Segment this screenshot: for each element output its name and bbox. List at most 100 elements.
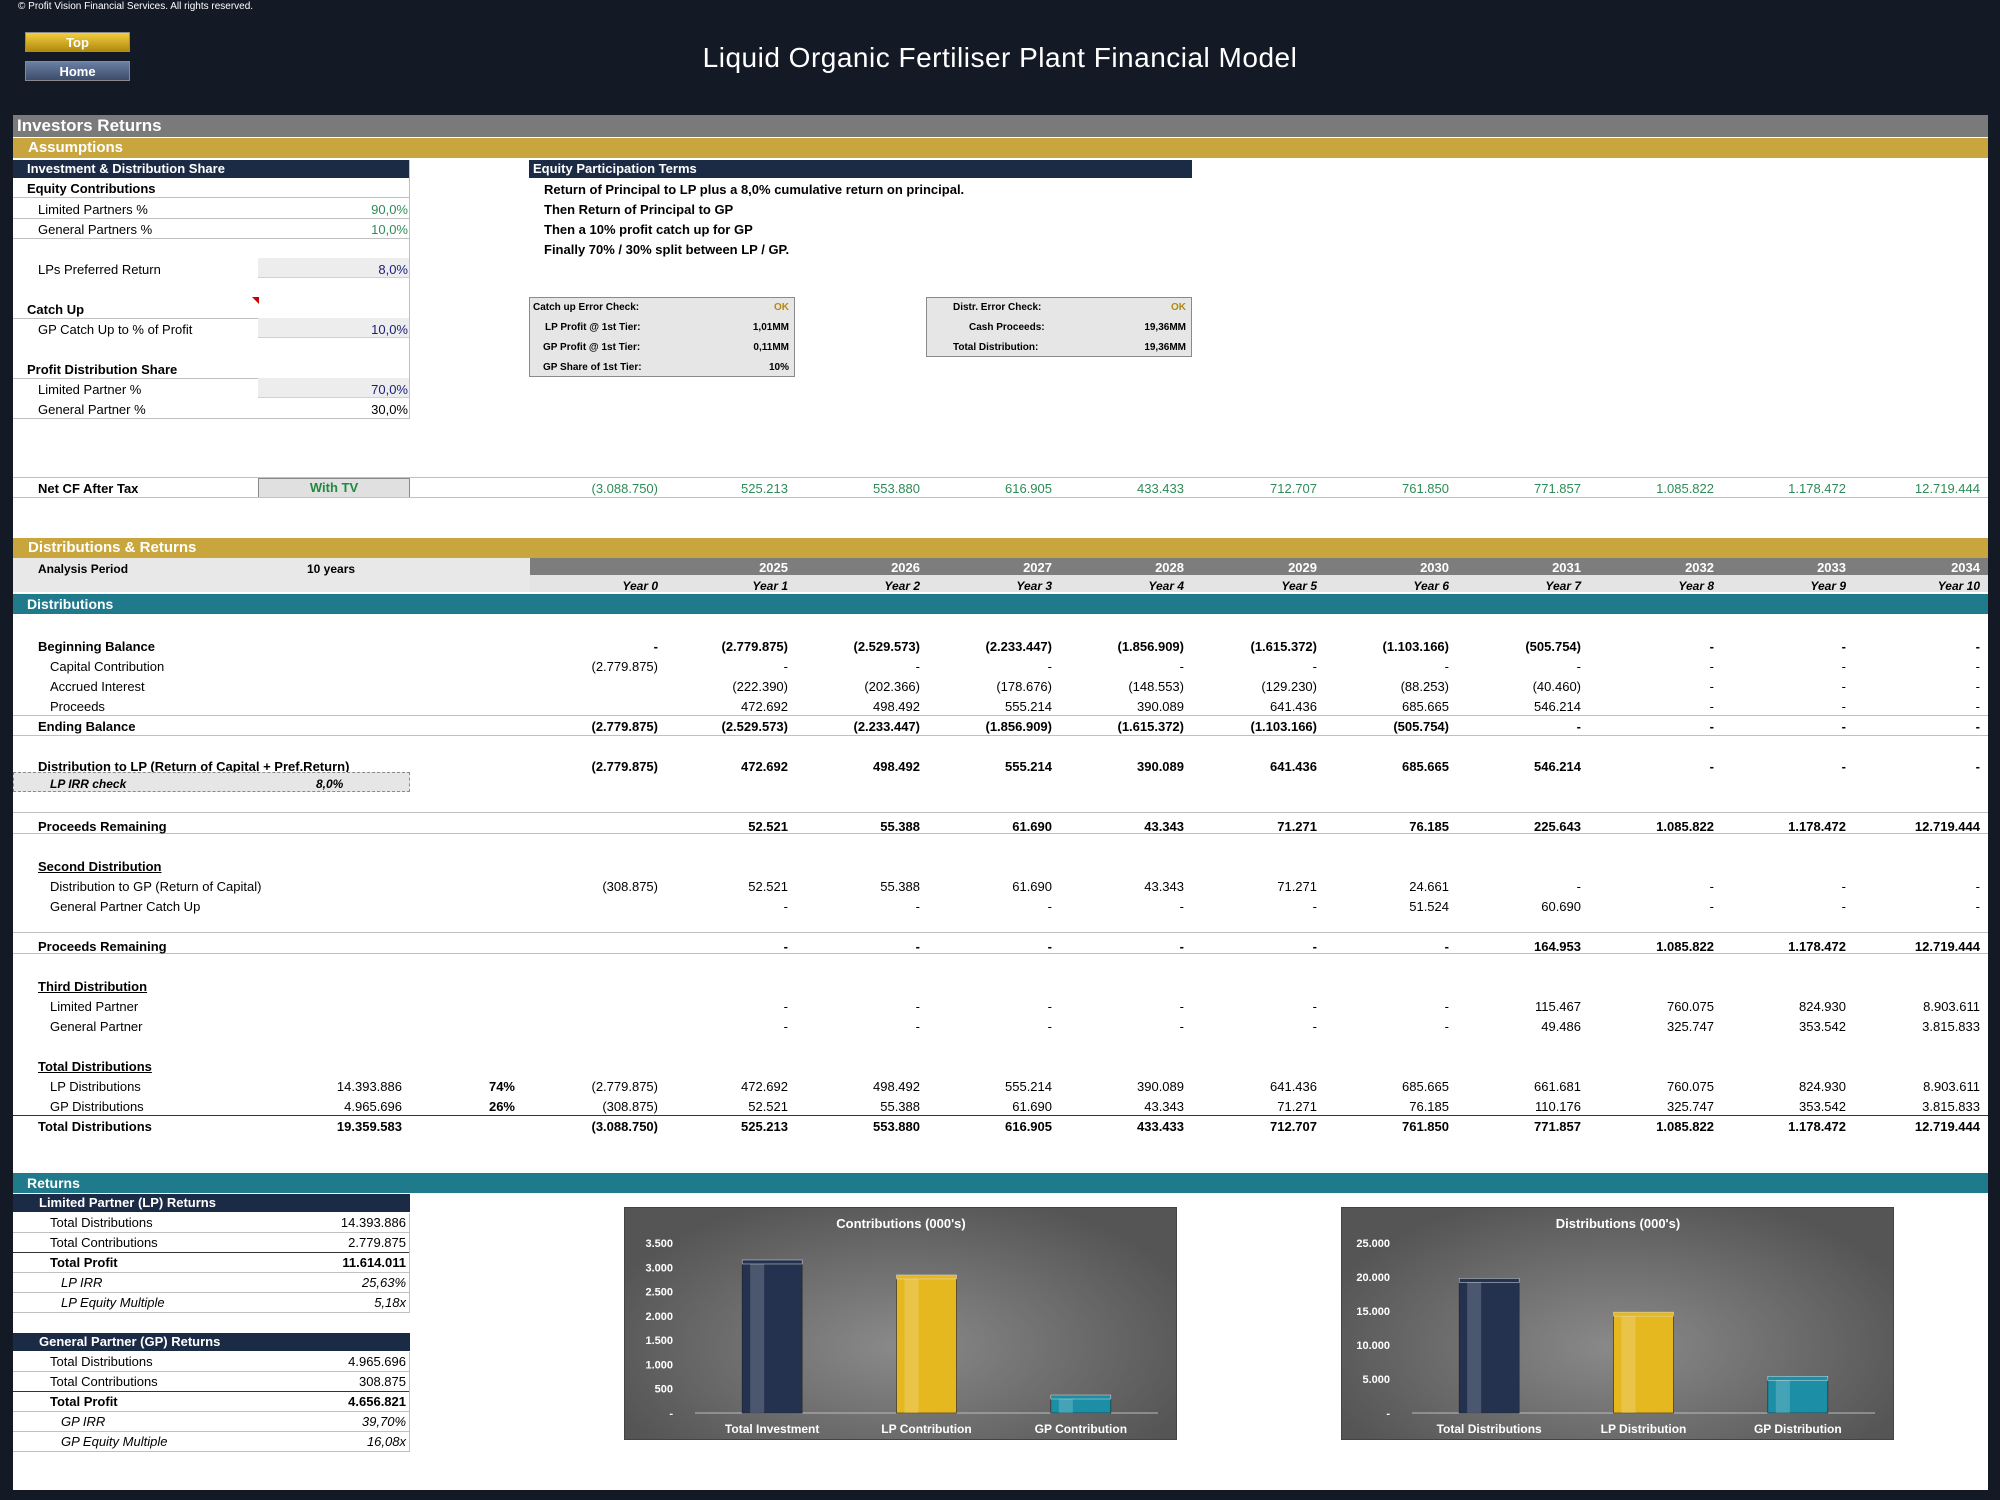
comment-marker-icon [252,297,259,304]
table-cell: (3.088.750) [591,1119,659,1134]
table-cell: 76.185 [1409,819,1449,834]
year-cell: 2032 [1685,560,1714,575]
check-label: Cash Proceeds: [969,322,1045,333]
check-label: Distr. Error Check: [953,302,1042,313]
table-cell: 546.214 [1534,759,1581,774]
lp-pct-value[interactable]: 90,0% [371,202,408,217]
chart-bar-top [896,1274,957,1280]
y-tick-label: 10.000 [1356,1340,1390,1352]
table-cell: (2.233.447) [853,719,921,734]
lp-share-value: 70,0% [371,382,408,397]
chart-bar-top [1767,1375,1829,1381]
terms-header: Equity Participation Terms [529,160,1192,178]
y-tick-label: 2.000 [645,1311,673,1323]
table-cell: - [1709,679,1714,694]
table-cell: 641.436 [1270,1079,1317,1094]
table-cell: 55.388 [880,879,920,894]
table-cell: - [1179,659,1184,674]
check-label: Catch up Error Check: [533,302,640,313]
table-cell: 12.719.444 [1914,939,1980,954]
table-cell: - [1576,719,1581,734]
home-button[interactable]: Home [25,61,130,81]
table-cell: - [1841,719,1846,734]
table-cell: 472.692 [741,1079,788,1094]
y-tick-label: 15.000 [1356,1306,1390,1318]
year-label-cell: Year 6 [1413,579,1449,593]
lp-irr-check-value: 8,0% [316,777,344,791]
table-cell: 433.433 [1137,1119,1184,1134]
y-tick-label: 3.500 [645,1238,673,1250]
table-cell: 49.486 [1541,1019,1581,1034]
row-label: Distribution to LP (Return of Capital + … [38,759,350,774]
divider [13,378,410,379]
returns-value: 308.875 [359,1374,406,1389]
distributions-header: Distributions [13,594,1988,614]
row-label: General Partner Catch Up [50,899,201,914]
table-cell: 685.665 [1402,759,1449,774]
row-total: 19.359.583 [336,1119,402,1134]
table-cell: - [653,639,658,654]
divider [13,218,410,219]
table-cell: - [783,899,788,914]
table-cell: - [1576,879,1581,894]
table-cell: 43.343 [1144,879,1184,894]
chart-title: Contributions (000's) [836,1216,966,1231]
returns-value: 16,08x [366,1434,406,1449]
table-cell: 12.719.444 [1914,1119,1980,1134]
returns-label: Total Profit [50,1255,118,1270]
year-label-cell: Year 10 [1937,579,1980,593]
table-cell: 115.467 [1534,999,1581,1014]
table-cell: 52.521 [748,879,788,894]
table-cell: 498.492 [873,699,920,714]
chart-bar-top [1050,1394,1112,1400]
table-cell: - [1975,699,1980,714]
gp-pct-value[interactable]: 10,0% [371,222,408,237]
table-cell: (222.390) [732,679,788,694]
subsection-label: Third Distribution [38,979,148,994]
tv-option-dropdown[interactable]: With TV [258,478,410,498]
table-cell: 52.521 [748,819,788,834]
year-label-cell: Year 3 [1016,579,1052,593]
gp-share-label: General Partner % [38,402,146,417]
years-row: 2025 2026 2027 2028 2029 2030 2031 2032 2033 2034 [0,560,2000,576]
net-cf-cell: 525.213 [741,481,788,496]
chart-bar-top [1613,1311,1674,1317]
section-title: Investors Returns [13,115,1988,137]
table-cell: - [1444,659,1449,674]
pref-return-input[interactable] [258,258,410,278]
lp-share-input[interactable] [258,378,410,398]
table-cell: - [783,1019,788,1034]
net-cf-cell: 1.178.472 [1788,481,1846,496]
chart-bar-highlight [1775,1379,1790,1413]
table-cell: - [915,659,920,674]
returns-label: LP Equity Multiple [61,1295,165,1310]
check-value: 1,01MM [752,322,789,333]
table-cell: 712.707 [1270,1119,1317,1134]
distributions-chart-svg: Distributions (000's) - 5.000 10.000 15.000 2… [1356,1216,1875,1436]
gp-returns-table: Total Distributions 4.965.696 Total Contri… [13,1352,410,1452]
row-total: 4.965.696 [344,1099,402,1114]
table-cell: - [1179,1019,1184,1034]
analysis-period-value[interactable]: 10 years [307,562,356,576]
table-cell: - [1179,999,1184,1014]
terms-line-3: Then a 10% profit catch up for GP [544,222,753,237]
table-cell: - [1975,879,1980,894]
gp-catch-value: 10,0% [371,322,408,337]
x-tick-label: LP Distribution [1601,1422,1687,1436]
returns-header: Returns [13,1173,1988,1193]
table-cell: - [1841,659,1846,674]
net-cf-cell: 433.433 [1137,481,1184,496]
returns-value: 39,70% [361,1414,406,1429]
returns-value: 2.779.875 [348,1235,406,1250]
table-cell: - [915,999,920,1014]
table-cell: 641.436 [1270,759,1317,774]
lp-irr-check-cell [13,772,410,792]
table-cell: 353.542 [1799,1099,1846,1114]
year-label-bar [530,575,1988,592]
top-button[interactable]: Top [25,32,130,52]
table-cell: 1.178.472 [1788,939,1846,954]
lp-returns-header: Limited Partner (LP) Returns [13,1194,410,1212]
gp-catch-input[interactable] [258,318,410,338]
table-cell: (1.103.166) [1382,639,1450,654]
year-label-cell: Year 0 [622,579,658,593]
